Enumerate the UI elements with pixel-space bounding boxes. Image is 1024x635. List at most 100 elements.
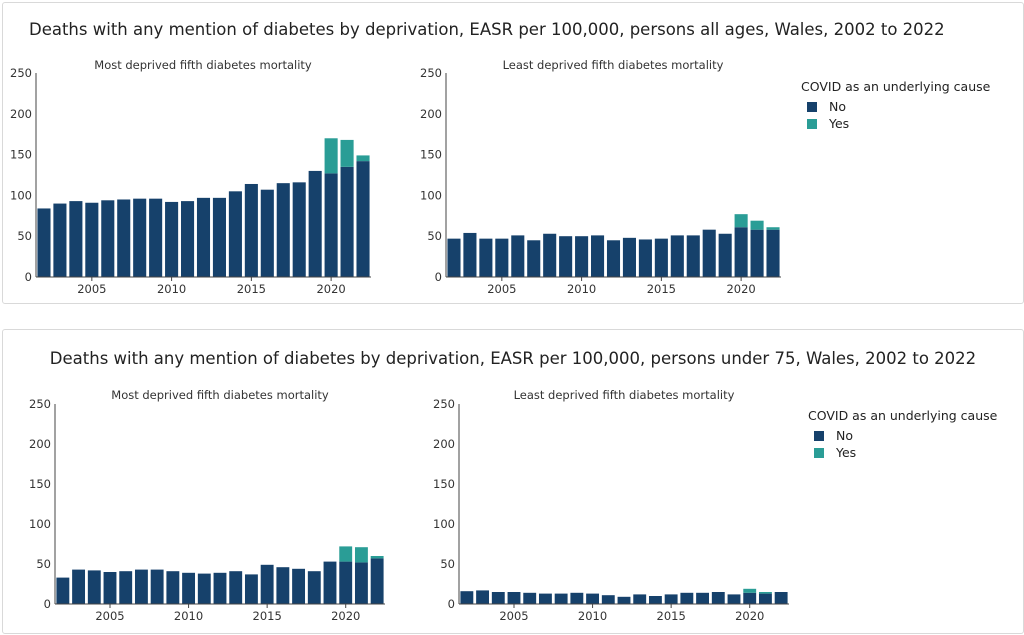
bar-no <box>196 197 211 277</box>
bar-no <box>101 200 115 277</box>
bar-yes <box>734 214 748 228</box>
bar-yes <box>339 546 353 562</box>
bar-no <box>181 201 195 277</box>
legend-swatch-no <box>814 430 824 441</box>
y-tick-label: 100 <box>420 188 442 202</box>
bar-no <box>339 561 353 604</box>
bar-no <box>664 594 678 604</box>
bar-no <box>670 235 684 277</box>
y-tick-label: 250 <box>10 66 32 80</box>
bar-no <box>354 562 368 604</box>
y-tick-label: 150 <box>433 477 455 491</box>
bar-no <box>622 237 636 277</box>
bar-no <box>133 198 147 277</box>
bar-no <box>87 570 101 604</box>
chart-title: Deaths with any mention of diabetes by d… <box>29 20 945 39</box>
bar-no <box>229 571 243 604</box>
bar-no <box>601 595 615 604</box>
x-tick-label: 2015 <box>253 609 282 623</box>
bar-no <box>53 203 67 277</box>
bar-no <box>197 573 211 604</box>
bar-no <box>72 569 86 604</box>
y-tick-label: 100 <box>433 517 455 531</box>
chart-title: Deaths with any mention of diabetes by d… <box>49 349 977 368</box>
bar-no <box>228 191 242 277</box>
bar-no <box>575 236 589 277</box>
x-tick-label: 2015 <box>657 609 686 623</box>
y-tick-label: 150 <box>420 148 442 162</box>
bar-no <box>149 198 163 277</box>
bar-no <box>711 592 725 604</box>
bar-no <box>606 240 621 277</box>
legend-item-yes[interactable]: Yes <box>808 444 997 461</box>
bar-no <box>570 592 584 604</box>
bar-no <box>340 166 354 277</box>
bar-no <box>718 233 732 277</box>
legend-title: COVID as an underlying cause <box>801 79 991 94</box>
bar-no <box>766 229 780 277</box>
legend-swatch-yes <box>814 447 824 458</box>
legend-label-yes: Yes <box>829 116 850 131</box>
legend-item-no[interactable]: No <box>808 427 997 444</box>
bar-no <box>702 229 716 277</box>
bar-no <box>479 238 493 277</box>
y-tick-label: 0 <box>44 597 51 611</box>
legend-swatch-yes <box>807 118 817 129</box>
bar-no <box>491 592 505 604</box>
x-tick-label: 2010 <box>567 282 596 296</box>
y-tick-label: 50 <box>17 229 32 243</box>
bar-no <box>69 201 83 277</box>
bar-no <box>165 201 179 277</box>
y-tick-label: 200 <box>29 437 51 451</box>
x-tick-label: 2005 <box>95 609 124 623</box>
legend-label-no: No <box>829 99 846 114</box>
x-tick-label: 2010 <box>174 609 203 623</box>
bar-no <box>648 596 662 604</box>
bar-no <box>727 594 741 604</box>
bar-yes <box>324 138 338 174</box>
y-tick-label: 250 <box>433 397 455 411</box>
bar-no <box>292 182 306 277</box>
bar-no <box>559 236 573 277</box>
bar-no <box>150 569 164 604</box>
bar-no <box>308 170 322 277</box>
bar-yes <box>750 220 764 230</box>
legend: COVID as an underlying cause No Yes <box>808 408 997 461</box>
y-tick-label: 250 <box>29 397 51 411</box>
bar-no <box>538 593 552 604</box>
bar-no <box>370 558 384 604</box>
x-tick-label: 2005 <box>487 282 516 296</box>
bar-no <box>323 561 337 604</box>
y-tick-label: 50 <box>36 557 51 571</box>
y-tick-label: 200 <box>433 437 455 451</box>
bar-no <box>460 591 474 604</box>
legend-item-no[interactable]: No <box>801 98 990 115</box>
y-tick-label: 150 <box>29 477 51 491</box>
y-tick-label: 150 <box>10 148 32 162</box>
bar-no <box>166 571 180 604</box>
bar-no <box>276 567 290 604</box>
bar-no <box>103 572 117 604</box>
legend-title: COVID as an underlying cause <box>808 408 998 423</box>
bar-no <box>758 593 772 604</box>
subplot-title: Least deprived fifth diabetes mortality <box>514 388 735 402</box>
x-tick-label: 2020 <box>316 282 345 296</box>
legend-item-yes[interactable]: Yes <box>801 115 990 132</box>
bar-no <box>527 240 541 277</box>
y-tick-label: 0 <box>435 270 442 284</box>
bar-no <box>750 229 764 277</box>
bar-no <box>774 592 788 604</box>
y-tick-label: 50 <box>427 229 442 243</box>
bar-no <box>260 189 274 277</box>
subplot-title: Most deprived fifth diabetes mortality <box>111 388 329 402</box>
bar-no <box>523 592 537 604</box>
bar-yes <box>743 588 757 593</box>
legend-swatch-no <box>807 101 817 112</box>
bar-yes <box>354 547 368 563</box>
x-tick-label: 2010 <box>157 282 186 296</box>
bar-no <box>134 569 148 604</box>
bar-yes <box>758 592 772 594</box>
bar-no <box>324 173 338 277</box>
bar-no <box>511 235 525 277</box>
bar-no <box>495 238 509 277</box>
